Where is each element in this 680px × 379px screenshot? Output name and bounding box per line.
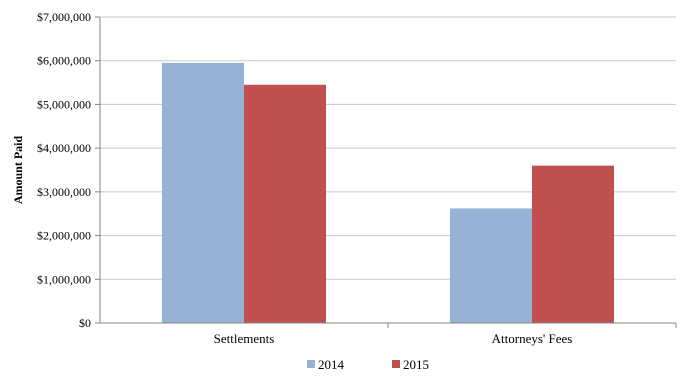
- x-axis-category-labels: Settlements Attorneys' Fees: [214, 331, 573, 346]
- bar-2014-attorneys-fees: [450, 208, 532, 323]
- y-axis-tick-labels: $0 $1,000,000 $2,000,000 $3,000,000 $4,000,0…: [37, 10, 91, 330]
- y-tick-label: $1,000,000: [37, 272, 91, 286]
- y-tick-label: $2,000,000: [37, 229, 91, 243]
- x-category-label: Attorneys' Fees: [492, 331, 573, 346]
- y-tick-label: $7,000,000: [37, 10, 91, 24]
- y-tick-label: $6,000,000: [37, 54, 91, 68]
- y-tick-label: $0: [79, 316, 91, 330]
- y-axis-title: Amount Paid: [11, 136, 25, 205]
- x-category-label: Settlements: [214, 331, 275, 346]
- bar-2014-settlements: [162, 62, 244, 324]
- legend-swatch-2014: [307, 360, 315, 368]
- y-tick-label: $4,000,000: [37, 141, 91, 155]
- bar-2015-attorneys-fees: [532, 165, 614, 323]
- bars: [162, 62, 614, 324]
- y-tick-label: $3,000,000: [37, 185, 91, 199]
- bar-2015-settlements: [244, 84, 326, 323]
- legend: 2014 2015: [307, 357, 429, 372]
- y-tick-label: $5,000,000: [37, 97, 91, 111]
- legend-swatch-2015: [392, 360, 400, 368]
- legend-label-2015: 2015: [403, 357, 429, 372]
- legend-label-2014: 2014: [318, 357, 345, 372]
- axes: [99, 17, 677, 328]
